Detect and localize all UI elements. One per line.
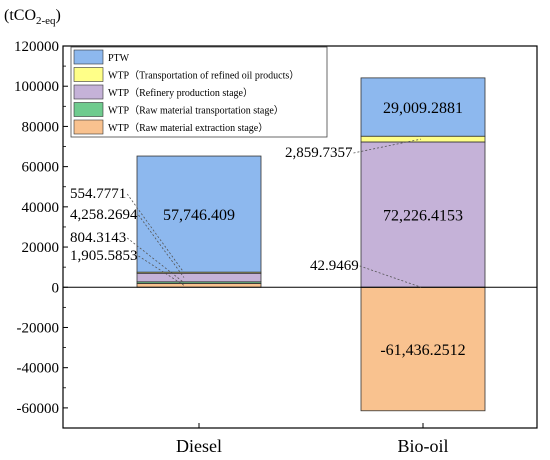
data-labels: 57,746.409 554.7771 4,258.2694 804.3143 1,90… xyxy=(70,100,466,359)
callout-leader-line xyxy=(126,193,185,273)
unit-label-text: (tCO2-eq) xyxy=(4,7,61,27)
data-label-callout: 1,905.5853 xyxy=(70,248,138,264)
y-tick-label: 20000 xyxy=(22,240,60,256)
legend-box xyxy=(70,46,328,138)
plot-frame xyxy=(62,45,538,429)
legend-swatch-2 xyxy=(73,84,104,100)
data-label-inside: 29,009.2881 xyxy=(383,100,463,117)
data-label-callout: 554.7771 xyxy=(70,186,126,202)
y-tick-label: 80000 xyxy=(22,119,60,135)
data-label-callout: 2,859.7357 xyxy=(285,145,353,161)
data-label-inside: -61,436.2512 xyxy=(380,342,465,359)
y-tick-label: 100000 xyxy=(14,79,59,95)
y-axis-unit-label: (tCO2-eq) xyxy=(4,7,61,27)
y-tick-label: 120000 xyxy=(14,39,59,55)
data-label-inside: 57,746.409 xyxy=(163,207,235,224)
bar-bio-oil-series-2 xyxy=(360,141,486,288)
bar-diesel-series-2 xyxy=(136,272,262,283)
y-tick-label: 40000 xyxy=(22,200,60,216)
x-tick-label: Diesel xyxy=(176,436,222,456)
x-tick-label: Bio-oil xyxy=(397,436,448,456)
callout-leader-line xyxy=(138,214,185,278)
legend: PTW WTP（Transportation of refined oil pro… xyxy=(70,46,328,138)
callout-leader-line xyxy=(127,237,185,283)
data-label-callout: 804.3143 xyxy=(70,230,126,246)
axes: -60000 -40000 -20000 0 20000 40000 60000 80000 1… xyxy=(14,39,538,456)
callout-leader-line xyxy=(138,255,185,286)
legend-label-3: WTP（Transportation of refined oil produc… xyxy=(108,70,299,82)
callout-leader-line xyxy=(353,138,422,154)
legend-swatch-3 xyxy=(73,67,104,82)
bar-diesel-series-0 xyxy=(136,283,262,288)
data-label-callout: 42.9469 xyxy=(310,258,359,274)
legend-label-1: WTP（Raw material transportation stage） xyxy=(108,105,284,117)
bar-bio-oil-series-3 xyxy=(360,135,486,143)
legend-swatch-4 xyxy=(73,49,104,65)
y-tick-label: 60000 xyxy=(22,160,60,176)
callout-leader-line xyxy=(359,265,422,288)
y-tick-label: 0 xyxy=(52,280,60,296)
y-tick-label: -40000 xyxy=(17,361,60,377)
legend-swatch-1 xyxy=(73,102,104,117)
legend-label-2: WTP（Refinery production stage） xyxy=(108,87,253,99)
legend-label-0: WTP（Raw material extraction stage） xyxy=(108,122,268,134)
bars xyxy=(136,77,486,412)
y-tick-label: -20000 xyxy=(17,320,60,336)
bar-diesel-series-4 xyxy=(136,155,262,273)
legend-swatch-0 xyxy=(73,119,104,135)
bar-bio-oil-series-0 xyxy=(360,286,486,412)
y-tick-label: -60000 xyxy=(17,401,60,417)
bar-bio-oil-series-4 xyxy=(360,77,486,137)
data-label-inside: 72,226.4153 xyxy=(383,208,463,225)
legend-label-4: PTW xyxy=(108,53,130,64)
data-label-callout: 4,258.2694 xyxy=(70,207,138,223)
